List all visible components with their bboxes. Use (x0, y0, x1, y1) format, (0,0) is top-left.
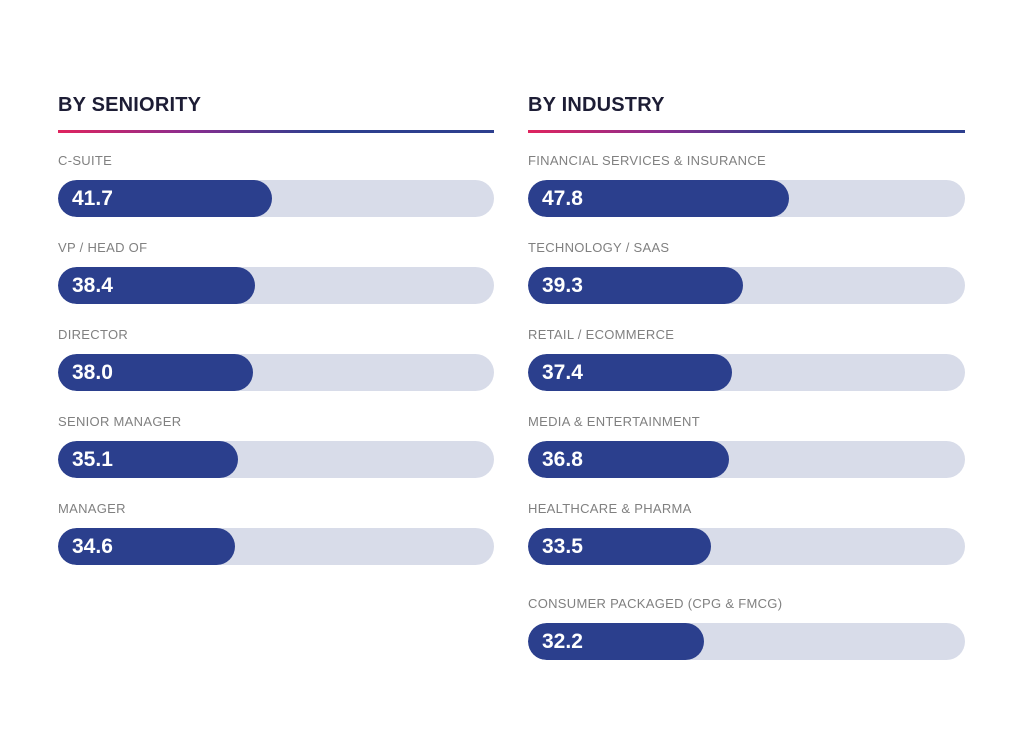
seniority-bar-row: MANAGER 34.6 (58, 500, 494, 565)
seniority-category-label: SENIOR MANAGER (58, 414, 182, 429)
industry-value-label: 36.8 (542, 448, 583, 471)
industry-category-label: HEALTHCARE & PHARMA (528, 501, 692, 516)
industry-category-label: CONSUMER PACKAGED (CPG & FMCG) (528, 596, 783, 611)
seniority-category-label: C-SUITE (58, 153, 113, 168)
industry-bar-fill (528, 180, 790, 217)
seniority-value-label: 38.4 (72, 274, 113, 297)
industry-bar-track: 37.4 (528, 354, 965, 391)
industry-bar-fill (528, 441, 730, 478)
seniority-bar-fill (58, 441, 239, 478)
seniority-panel: BY SENIORITY C-SUITE 41.7 VP / HEAD OF 38.4… (58, 90, 494, 587)
seniority-bar-row: C-SUITE 41.7 (58, 152, 494, 217)
seniority-title: BY SENIORITY (58, 94, 202, 116)
industry-title: BY INDUSTRY (528, 94, 665, 116)
industry-bar-fill (528, 354, 733, 391)
industry-bar-track: 39.3 (528, 267, 965, 304)
industry-bar-row: HEALTHCARE & PHARMA 33.5 (528, 500, 965, 565)
seniority-value-label: 34.6 (72, 535, 113, 558)
industry-value-label: 47.8 (542, 187, 583, 210)
industry-category-label: FINANCIAL SERVICES & INSURANCE (528, 153, 766, 168)
industry-bar-row: MEDIA & ENTERTAINMENT 36.8 (528, 413, 965, 478)
industry-category-label: MEDIA & ENTERTAINMENT (528, 414, 700, 429)
seniority-value-label: 35.1 (72, 448, 113, 471)
seniority-bar-track: 38.4 (58, 267, 494, 304)
seniority-bar-track: 38.0 (58, 354, 494, 391)
industry-bar-row: FINANCIAL SERVICES & INSURANCE 47.8 (528, 152, 965, 217)
industry-bar-row: CONSUMER PACKAGED (CPG & FMCG) 32.2 (528, 595, 965, 660)
seniority-bar-row: SENIOR MANAGER 35.1 (58, 413, 494, 478)
seniority-title-rule (58, 130, 494, 133)
industry-bar-fill (528, 623, 704, 660)
industry-category-label: TECHNOLOGY / SAAS (528, 240, 670, 255)
industry-bar-row: TECHNOLOGY / SAAS 39.3 (528, 239, 965, 304)
industry-bar-track: 32.2 (528, 623, 965, 660)
industry-bar-list: FINANCIAL SERVICES & INSURANCE 47.8 TECHNO… (528, 152, 965, 660)
seniority-value-label: 41.7 (72, 187, 113, 210)
seniority-bar-track: 41.7 (58, 180, 494, 217)
industry-value-label: 39.3 (542, 274, 583, 297)
seniority-category-label: MANAGER (58, 501, 126, 516)
seniority-bar-track: 35.1 (58, 441, 494, 478)
seniority-bar-fill (58, 528, 236, 565)
seniority-bar-fill (58, 267, 255, 304)
seniority-bar-track: 34.6 (58, 528, 494, 565)
industry-bar-row: RETAIL / ECOMMERCE 37.4 (528, 326, 965, 391)
industry-bar-track: 36.8 (528, 441, 965, 478)
seniority-bar-list: C-SUITE 41.7 VP / HEAD OF 38.4 DIRECTOR 38.0 S… (58, 152, 494, 565)
seniority-bar-fill (58, 354, 253, 391)
industry-value-label: 37.4 (542, 361, 583, 384)
seniority-value-label: 38.0 (72, 361, 113, 384)
industry-value-label: 33.5 (542, 535, 583, 558)
industry-title-rule (528, 130, 965, 133)
industry-bar-track: 47.8 (528, 180, 965, 217)
industry-value-label: 32.2 (542, 630, 583, 653)
industry-panel: BY INDUSTRY FINANCIAL SERVICES & INSURAN… (528, 90, 965, 682)
industry-bar-track: 33.5 (528, 528, 965, 565)
seniority-bar-fill (58, 180, 272, 217)
seniority-bar-row: VP / HEAD OF 38.4 (58, 239, 494, 304)
industry-bar-fill (528, 528, 711, 565)
seniority-category-label: VP / HEAD OF (58, 240, 148, 255)
seniority-category-label: DIRECTOR (58, 327, 129, 342)
industry-bar-fill (528, 267, 743, 304)
seniority-bar-row: DIRECTOR 38.0 (58, 326, 494, 391)
industry-category-label: RETAIL / ECOMMERCE (528, 327, 675, 342)
